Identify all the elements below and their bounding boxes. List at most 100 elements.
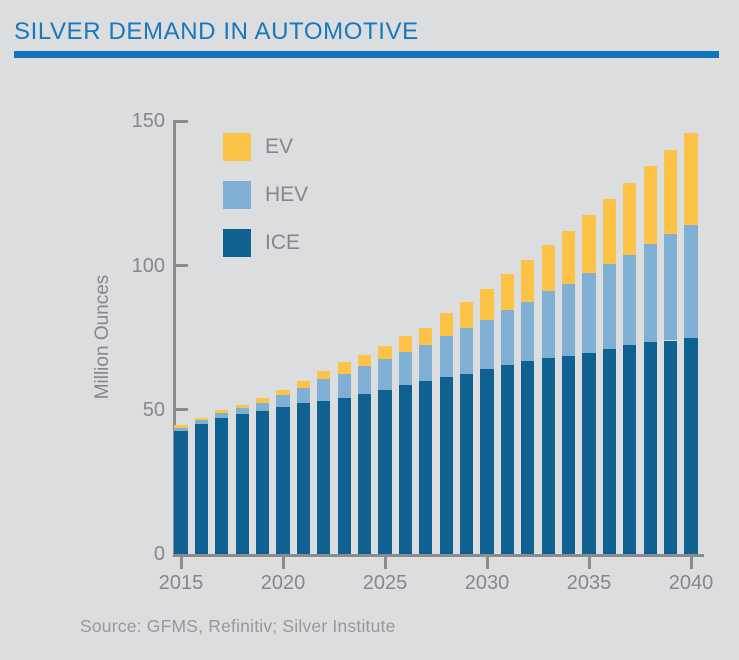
bar-segment-ev <box>459 301 474 328</box>
bar-segment-ev <box>582 215 596 273</box>
bar-segment-ev <box>419 327 433 345</box>
bar-segment-hev <box>663 233 678 341</box>
bar-segment-ev <box>337 362 351 374</box>
y-tick <box>174 264 188 267</box>
bar-segment-ice <box>398 385 413 554</box>
x-tick <box>587 556 591 569</box>
y-axis-line <box>173 119 176 557</box>
x-tick <box>383 556 387 569</box>
x-tick <box>485 556 489 569</box>
x-tick <box>281 556 285 569</box>
bar-segment-hev <box>561 284 576 357</box>
chart-title: SILVER DEMAND IN AUTOMOTIVE <box>14 18 419 45</box>
bar-segment-hev <box>541 291 555 358</box>
bar-segment-ev <box>317 370 331 380</box>
bar-segment-ev <box>235 404 249 408</box>
bar-segment-ev <box>194 417 209 420</box>
bar-segment-hev <box>419 344 433 381</box>
bar-segment-hev <box>459 327 474 374</box>
bar-segment-ice <box>419 380 433 554</box>
bar-segment-ice <box>235 414 249 554</box>
x-tick <box>179 556 183 569</box>
bar-segment-hev <box>194 419 209 425</box>
bar-segment-ev <box>296 380 311 389</box>
bar-segment-ice <box>541 357 555 554</box>
bar-segment-hev <box>623 255 637 345</box>
bar-segment-hev <box>276 395 290 407</box>
bar-segment-ev <box>521 259 535 302</box>
bar-segment-ice <box>684 337 698 554</box>
bar-segment-ice <box>255 411 270 554</box>
bar-segment-ev <box>174 424 188 428</box>
bar-segment-hev <box>643 243 657 342</box>
x-axis-line <box>173 553 704 557</box>
x-tick-label: 2040 <box>668 572 714 594</box>
bar-segment-hev <box>480 320 494 370</box>
bar-segment-ev <box>398 336 413 353</box>
x-tick-label: 2025 <box>362 572 408 594</box>
y-tick-label: 0 <box>153 543 165 565</box>
bar-segment-ice <box>317 401 331 554</box>
bar-segment-hev <box>684 225 698 338</box>
bar-segment-hev <box>255 402 270 412</box>
bar-segment-hev <box>317 379 331 402</box>
bar-segment-ice <box>500 365 515 554</box>
bar-segment-hev <box>602 264 617 350</box>
y-tick-label: 150 <box>131 110 165 133</box>
bar-segment-ice <box>521 360 535 554</box>
bar-segment-ice <box>378 389 392 554</box>
bar-segment-ice <box>439 376 453 554</box>
legend-swatch-ice-icon <box>223 229 251 257</box>
y-tick-label: 50 <box>142 398 165 421</box>
bar-segment-ev <box>684 132 698 226</box>
bar-segment-hev <box>174 427 188 432</box>
bar-segment-hev <box>215 412 229 419</box>
source-note: Source: GFMS, Refinitiv; Silver Institut… <box>80 616 396 636</box>
bar-segment-hev <box>296 388 311 403</box>
bar-segment-ice <box>663 340 678 554</box>
bar-segment-ice <box>643 341 657 554</box>
bar-segment-ice <box>215 418 229 554</box>
legend-label-ev: EV <box>265 135 294 158</box>
bar-segment-ev <box>480 288 494 321</box>
bar-segment-ice <box>480 369 494 554</box>
bar-segment-hev <box>357 366 372 394</box>
bar-segment-hev <box>521 301 535 361</box>
legend-swatch-ev-icon <box>223 133 251 161</box>
bar-segment-ice <box>602 349 617 554</box>
bar-segment-hev <box>235 407 249 415</box>
x-tick-label: 2035 <box>566 572 612 594</box>
bar-segment-ev <box>439 313 453 337</box>
legend-label-hev: HEV <box>265 183 309 206</box>
bar-segment-ice <box>459 373 474 554</box>
bar-segment-hev <box>439 336 453 377</box>
bar-segment-ev <box>561 230 576 285</box>
bar-segment-ice <box>174 431 188 554</box>
bar-segment-ice <box>357 393 372 554</box>
bar-segment-ev <box>500 274 515 311</box>
bar-segment-ev <box>623 183 637 256</box>
y-tick <box>174 408 188 412</box>
x-tick-label: 2015 <box>158 572 204 594</box>
y-tick-label: 100 <box>131 254 165 277</box>
legend-label-ice: ICE <box>265 231 301 254</box>
bar-segment-ice <box>337 398 351 554</box>
bar-segment-ev <box>541 245 555 292</box>
y-tick <box>174 119 188 123</box>
x-tick-label: 2030 <box>464 572 510 594</box>
x-tick <box>689 556 693 569</box>
bar-segment-ice <box>561 356 576 554</box>
bar-segment-ev <box>357 354 372 367</box>
bar-segment-hev <box>500 310 515 366</box>
x-tick-label: 2020 <box>260 572 306 594</box>
title-underline-rule <box>14 51 719 58</box>
bar-segment-hev <box>398 352 413 386</box>
bar-segment-ice <box>296 402 311 554</box>
bar-segment-ev <box>378 346 392 360</box>
bar-segment-ice <box>194 424 209 554</box>
bar-segment-hev <box>582 272 596 354</box>
bar-segment-ev <box>276 389 290 396</box>
bar-segment-ev <box>255 398 270 403</box>
bar-segment-ev <box>643 165 657 244</box>
